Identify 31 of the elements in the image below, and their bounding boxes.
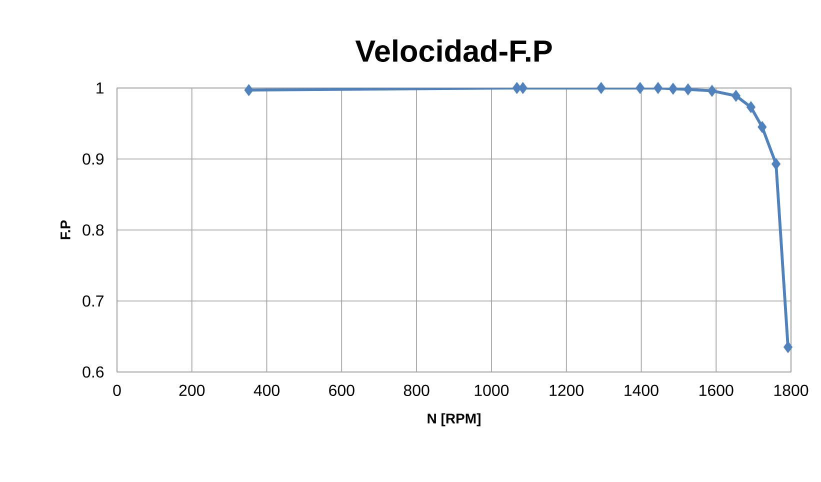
point bbox=[746, 101, 756, 114]
point bbox=[731, 90, 741, 102]
point bbox=[596, 82, 606, 94]
point bbox=[668, 82, 678, 95]
x-tick-label: 400 bbox=[254, 384, 280, 396]
point bbox=[707, 84, 717, 97]
point bbox=[636, 82, 645, 94]
x-tick-label: 1000 bbox=[474, 384, 509, 396]
x-tick-label: 200 bbox=[179, 384, 205, 396]
y-tick-label: 0.7 bbox=[82, 295, 104, 307]
point bbox=[244, 84, 254, 96]
point bbox=[783, 341, 793, 354]
point bbox=[683, 83, 693, 96]
chart-title: Velocidad-F.P bbox=[355, 39, 552, 62]
y-tick-label: 0.6 bbox=[82, 366, 104, 378]
x-tick-label: 600 bbox=[329, 384, 354, 396]
y-axis-title: F.P bbox=[60, 220, 70, 240]
x-tick-label: 800 bbox=[404, 384, 430, 396]
y-tick-label: 0.9 bbox=[82, 153, 104, 165]
x-tick-label: 1400 bbox=[624, 384, 658, 396]
y-tick-label: 0.8 bbox=[82, 224, 104, 236]
point bbox=[758, 120, 767, 134]
point bbox=[518, 82, 528, 94]
x-tick-label: 0 bbox=[113, 384, 121, 396]
y-tick-label: 1 bbox=[96, 82, 104, 94]
x-axis-title: N [RPM] bbox=[428, 413, 480, 426]
point bbox=[653, 82, 663, 94]
x-tick-label: 1600 bbox=[700, 384, 734, 396]
x-tick-label: 1200 bbox=[550, 384, 584, 396]
x-tick-label: 1800 bbox=[774, 384, 808, 396]
point bbox=[771, 158, 781, 170]
